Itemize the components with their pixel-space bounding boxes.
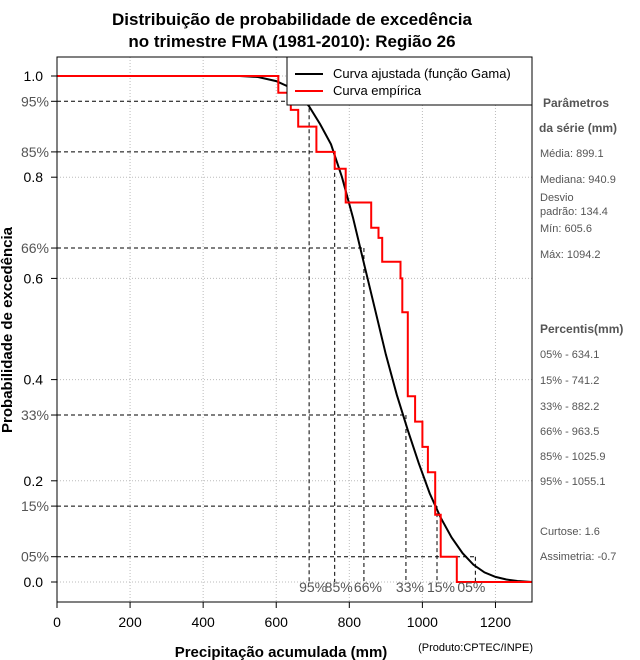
pct-y-tick-label: 05%: [21, 549, 49, 565]
legend: Curva ajustada (função Gama) Curva empír…: [286, 56, 533, 106]
stat-mediana: Mediana: 940.9: [540, 174, 616, 186]
chart-title-line-1: Distribuição de probabilidade de excedên…: [112, 10, 472, 29]
pct-x-label: 95%: [299, 579, 327, 595]
pct-x-label: 85%: [325, 579, 353, 595]
stat-curtose: Curtose: 1.6: [540, 526, 600, 538]
side-panel: Parâmetros da série (mm) Média: 899.1 Me…: [539, 96, 623, 563]
percentil-item: 66% - 963.5: [540, 426, 599, 438]
legend-box: [286, 56, 533, 106]
y-tick-label: 0.6: [24, 270, 44, 286]
y-tick-label: 0.8: [24, 169, 44, 185]
empirical-curve: [57, 75, 532, 583]
params-heading-1: Parâmetros: [543, 96, 609, 110]
pct-x-label: 66%: [354, 579, 382, 595]
percentil-item: 85% - 1025.9: [540, 451, 605, 463]
x-tick-label: 800: [338, 614, 362, 630]
x-axis: 0 200 400 600 800 1000 1200: [53, 602, 511, 630]
grid: [56, 57, 532, 602]
percentis-heading: Percentis(mm): [540, 322, 623, 336]
x-tick-label: 600: [265, 614, 289, 630]
legend-label-fitted: Curva ajustada (função Gama): [333, 66, 511, 81]
y-tick-label: 0.0: [24, 574, 44, 590]
y-tick-label: 0.4: [24, 372, 44, 388]
percentil-item: 15% - 741.2: [540, 375, 599, 387]
pct-y-tick-label: 66%: [21, 240, 49, 256]
x-tick-label: 200: [118, 614, 142, 630]
params-heading-2: da série (mm): [539, 121, 617, 135]
y-tick-label: 1.0: [24, 68, 44, 84]
x-tick-label: 0: [53, 614, 61, 630]
y-tick-label: 0.2: [24, 473, 44, 489]
pct-y-tick-label: 33%: [21, 407, 49, 423]
percentil-item: 95% - 1055.1: [540, 476, 605, 488]
y-axis: 0.0 0.2 0.4 0.6 0.8 1.0 95% 85% 66% 33% 15% 05%: [21, 68, 57, 590]
stat-desvio-1: Desvio: [540, 192, 574, 204]
pct-y-tick-label: 85%: [21, 144, 49, 160]
product-credit: (Produto:CPTEC/INPE): [418, 642, 533, 654]
stat-max: Máx: 1094.2: [540, 249, 601, 261]
stat-min: Mín: 605.6: [540, 223, 592, 235]
stat-media: Média: 899.1: [540, 148, 604, 160]
pct-x-label: 33%: [396, 579, 424, 595]
plot-frame: [56, 56, 533, 603]
stat-assimetria: Assimetria: -0.7: [540, 551, 616, 563]
percentile-guides: [57, 100, 476, 582]
percentil-item: 33% - 882.2: [540, 401, 599, 413]
pct-y-tick-label: 95%: [21, 93, 49, 109]
percentile-labels: 05%15%33% 66%85%95%: [299, 579, 485, 595]
pct-y-tick-label: 15%: [21, 498, 49, 514]
percentil-item: 05% - 634.1: [540, 349, 599, 361]
chart-title-line-2: no trimestre FMA (1981-2010): Região 26: [128, 32, 455, 51]
y-axis-title: Probabilidade de excedência: [0, 226, 16, 433]
x-tick-label: 400: [191, 614, 215, 630]
x-tick-label: 1200: [480, 614, 511, 630]
x-axis-title: Precipitação acumulada (mm): [175, 644, 388, 660]
pct-x-label: 15%: [427, 579, 455, 595]
legend-label-empirical: Curva empírica: [333, 83, 422, 98]
pct-x-label: 05%: [457, 579, 485, 595]
stat-desvio-2: padrão: 134.4: [540, 206, 608, 218]
x-tick-label: 1000: [407, 614, 438, 630]
